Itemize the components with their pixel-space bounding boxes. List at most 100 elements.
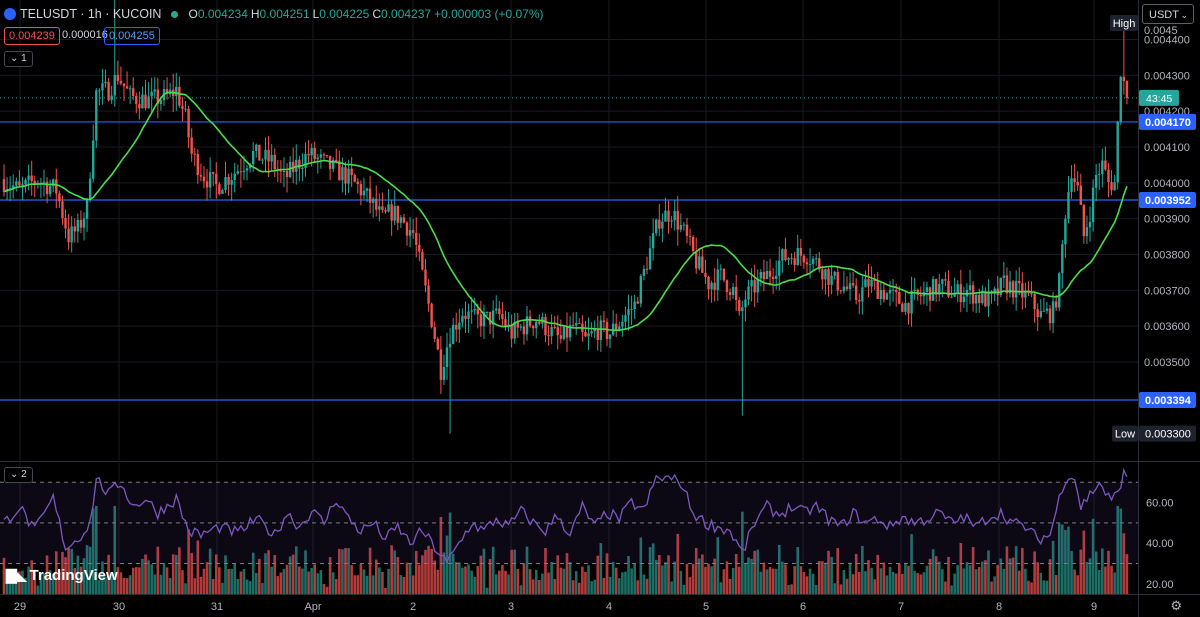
candle-body [784, 249, 787, 261]
candle [396, 205, 399, 231]
candle [719, 264, 723, 281]
candle-body [790, 258, 793, 260]
candle [439, 335, 443, 394]
candle [731, 283, 735, 299]
horizontal-line-label-bg [1139, 113, 1196, 130]
volume-bar [1033, 551, 1036, 594]
candle [913, 277, 916, 300]
candle [919, 286, 922, 305]
indicator-pane-toggle[interactable]: ⌄ 2 [4, 467, 33, 483]
main-pane-toggle[interactable]: ⌄ 1 [4, 51, 33, 67]
candle [762, 259, 766, 292]
candle-body [578, 323, 581, 325]
sell-button[interactable]: 0.004239 [4, 27, 60, 45]
candle [427, 279, 430, 312]
volume-bar [821, 561, 824, 594]
volume-bar [1005, 546, 1009, 594]
candle [144, 79, 147, 111]
candle [184, 100, 187, 112]
candle-body [931, 279, 935, 301]
volume-bar [205, 562, 209, 594]
volume-bar [833, 583, 836, 594]
volume-bar [571, 580, 575, 594]
candle [1076, 171, 1079, 191]
candle-body [64, 217, 67, 229]
volume-bar [218, 567, 221, 594]
candle-body [261, 159, 264, 161]
tradingview-watermark[interactable]: ▇◣ TradingView [6, 567, 118, 584]
candle [547, 325, 550, 346]
candle [805, 257, 809, 275]
currency-select[interactable]: USDT ⌄ [1142, 4, 1194, 24]
candle [956, 280, 959, 303]
volume-bar [61, 551, 64, 594]
volume-bar [48, 570, 52, 594]
candle-body [1122, 76, 1126, 82]
volume-bar [694, 548, 698, 594]
candle-body [741, 307, 744, 312]
volume-bar [931, 549, 935, 594]
volume-bar [870, 567, 873, 594]
volume-bar [559, 567, 563, 594]
buy-button[interactable]: 0.004255 [104, 27, 160, 45]
high-badge-bg [1110, 15, 1138, 31]
volume-bar [965, 562, 969, 594]
candle-body [73, 226, 76, 232]
candle [833, 270, 836, 280]
candle-body [870, 279, 873, 287]
volume-bar [737, 566, 741, 594]
candle-body [938, 283, 941, 295]
volume-bar [51, 573, 55, 594]
candle [495, 295, 498, 314]
candle [482, 304, 486, 340]
candle-body [584, 331, 587, 337]
candle-body [587, 333, 590, 337]
candle [664, 197, 667, 222]
candle [984, 287, 987, 308]
candle-body [307, 153, 310, 156]
candle-body [738, 300, 741, 312]
candle-body [208, 172, 212, 188]
candle [233, 162, 236, 193]
candle [796, 234, 799, 266]
volume-bar [1101, 548, 1104, 594]
candle [679, 213, 683, 233]
candle [390, 200, 393, 236]
volume-bar [378, 567, 381, 594]
candle-body [633, 301, 636, 310]
candle-body [378, 206, 381, 210]
gear-icon[interactable]: ⚙ [1170, 598, 1182, 613]
ohlc-open-key: O [188, 7, 198, 21]
candle [107, 77, 110, 102]
high-badge: High [1113, 18, 1136, 30]
candle-body [399, 217, 403, 223]
candle-body [556, 327, 559, 336]
candle-body [538, 321, 541, 324]
candle-body [113, 74, 116, 96]
volume-bar [233, 563, 237, 594]
candle-body [547, 335, 550, 337]
volume-bar [338, 548, 341, 594]
candle [448, 327, 452, 434]
symbol-title[interactable]: TELUSDT · 1h · KUCOIN [20, 7, 162, 21]
candle [728, 288, 732, 301]
candle-body [522, 326, 526, 335]
volume-bar [993, 576, 996, 594]
candle-body [424, 269, 427, 286]
candle-body [30, 175, 33, 182]
volume-bar [654, 559, 658, 594]
candle [402, 213, 406, 224]
candle-body [1094, 174, 1098, 188]
time-axis[interactable]: 29 30 31 Apr 2 3 4 5 6 7 8 9 [14, 601, 1097, 613]
candle-body [95, 90, 98, 141]
candle-body [396, 205, 399, 223]
price-axis[interactable]: 0.0044000.0043000.0042000.0041000.004000… [1110, 15, 1196, 591]
candle-body [1104, 160, 1107, 170]
volume-bar [842, 570, 846, 594]
candle [316, 153, 320, 174]
candle [691, 235, 695, 254]
candle-body [799, 248, 803, 256]
volume-bar [258, 558, 261, 594]
